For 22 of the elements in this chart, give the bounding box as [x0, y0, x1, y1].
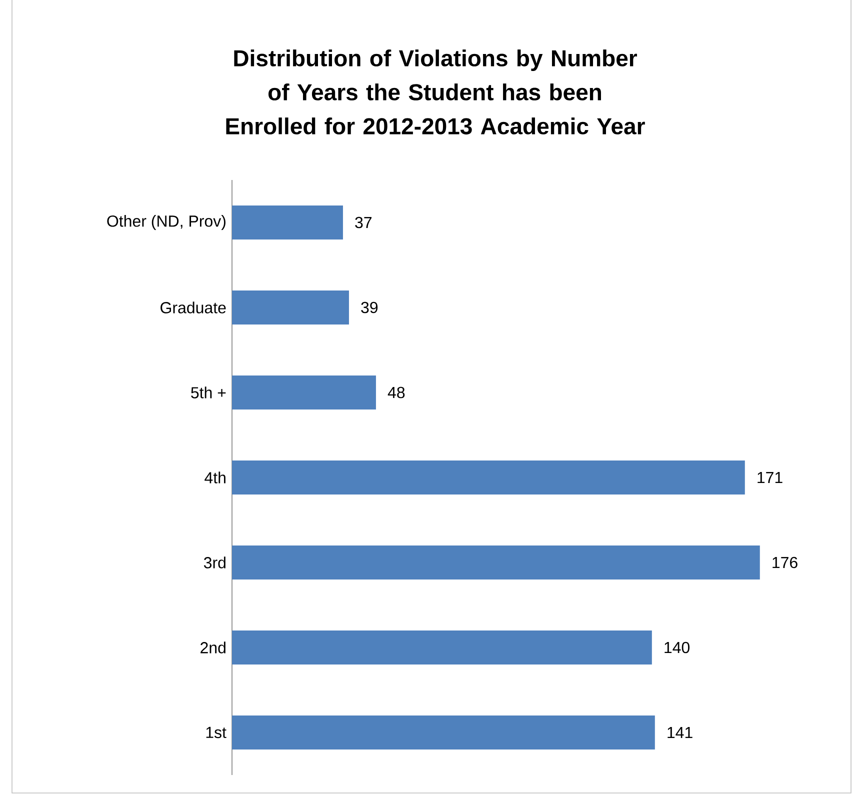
chart-title: Distribution of Violations by Number of Years the Student has been Enrolled for 2012-2013 Academic Year: [226, 50, 645, 134]
data-label: 37: [355, 216, 372, 228]
bar: [232, 290, 349, 325]
y-tick-label: 3rd: [204, 556, 226, 568]
bar: [232, 206, 343, 240]
y-tick-label: 2nd: [200, 642, 226, 654]
y-tick-label: 5th +: [191, 386, 226, 398]
data-label: 48: [388, 386, 405, 398]
y-tick-label: Graduate: [160, 302, 226, 314]
bar: [232, 546, 760, 580]
bar: [232, 630, 652, 665]
data-label: 39: [361, 302, 378, 314]
bar: [232, 460, 745, 495]
data-label: 140: [664, 642, 690, 654]
data-label: 171: [758, 472, 782, 484]
bar: [232, 376, 376, 410]
y-tick-label: 1st: [206, 726, 226, 738]
bar: [232, 716, 655, 750]
data-label: 176: [772, 556, 798, 568]
y-tick-label: Other (ND, Prov): [107, 215, 226, 230]
data-label: 141: [668, 727, 692, 738]
y-tick-label: 4th: [204, 472, 226, 484]
